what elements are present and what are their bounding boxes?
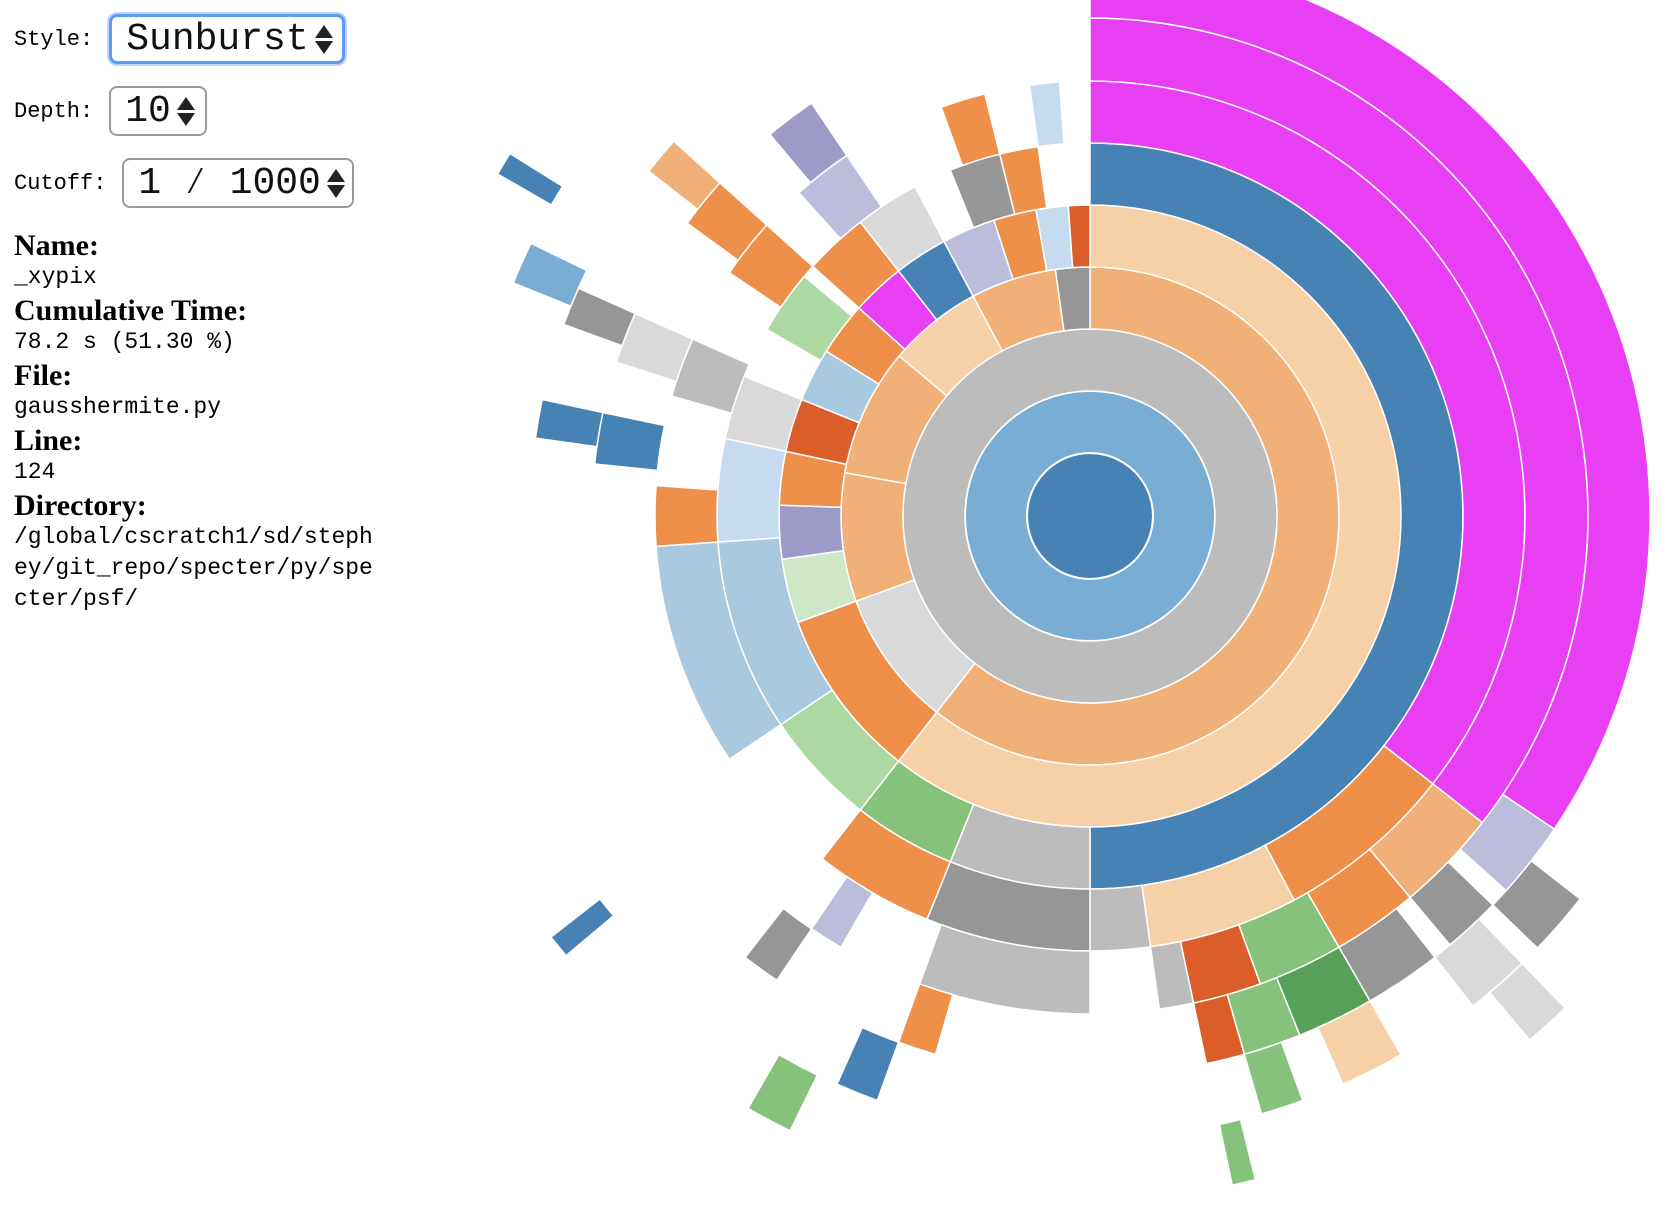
sunburst-segment[interactable]: [654, 484, 719, 548]
cutoff-label: Cutoff:: [14, 170, 107, 196]
sunburst-segment[interactable]: [1491, 859, 1582, 950]
sunburst-segment[interactable]: [1089, 884, 1152, 952]
sunburst-segment[interactable]: [778, 504, 845, 561]
name-label: Name:: [14, 229, 99, 262]
cutoff-row: Cutoff: 1 ⁄ 1000: [14, 158, 394, 208]
sunburst-segment[interactable]: [821, 808, 952, 921]
style-row: Style: Sunburst: [14, 14, 394, 64]
sunburst-segment[interactable]: [1316, 999, 1403, 1086]
sunburst-segment[interactable]: [768, 102, 848, 184]
sunburst-segment[interactable]: [1028, 81, 1065, 148]
sunburst-segment[interactable]: [746, 1053, 819, 1132]
depth-label: Depth:: [14, 98, 94, 124]
sunburst-segment[interactable]: [840, 471, 916, 603]
line-value: 124: [14, 459, 56, 485]
depth-row: Depth: 10: [14, 86, 394, 136]
profile-sidebar: Style: Sunburst Depth: 10 Cutoff: 1 ⁄ 10…: [14, 14, 394, 617]
sunburst-segment[interactable]: [512, 242, 588, 308]
sunburst-segment[interactable]: [836, 1026, 900, 1102]
style-select[interactable]: Sunburst: [109, 14, 346, 64]
sunburst-segment[interactable]: [1459, 793, 1556, 892]
sunburst-segment[interactable]: [1218, 1118, 1257, 1186]
directory-label: Directory:: [14, 489, 147, 522]
depth-select-spinner-icon: [176, 96, 195, 126]
sunburst-segment[interactable]: [724, 375, 803, 453]
file-label: File:: [14, 359, 73, 392]
sunburst-segment[interactable]: [1149, 940, 1195, 1010]
depth-select[interactable]: 10: [109, 86, 208, 136]
sunburst-segment[interactable]: [1243, 1041, 1304, 1115]
sunburst-segment[interactable]: [918, 923, 1091, 1015]
sunburst-segment[interactable]: [897, 983, 954, 1056]
style-select-value: Sunburst: [126, 17, 309, 61]
sunburst-segment[interactable]: [1067, 204, 1091, 269]
sunburst-segment[interactable]: [940, 93, 1001, 167]
name-value: _xypix: [14, 264, 97, 290]
directory-value: /global/cscratch1/sd/stephey/git_repo/sp…: [14, 524, 373, 612]
depth-select-value: 10: [125, 89, 171, 133]
sunburst-segment[interactable]: [998, 145, 1048, 216]
cutoff-select-value: 1 ⁄ 1000: [138, 161, 321, 205]
sunburst-segment[interactable]: [647, 140, 721, 211]
cumulative-time-value: 78.2 s (51.30 %): [14, 329, 235, 355]
sunburst-segment[interactable]: [562, 287, 637, 347]
sunburst-segment[interactable]: [810, 875, 874, 949]
sunburst-segment[interactable]: [496, 152, 564, 207]
cutoff-select-spinner-icon: [326, 168, 345, 198]
cumulative-time-label: Cumulative Time:: [14, 294, 248, 327]
line-label: Line:: [14, 424, 83, 457]
sunburst-segment[interactable]: [1089, 0, 1651, 831]
sunburst-segment[interactable]: [1192, 993, 1246, 1065]
sunburst-segment[interactable]: [716, 437, 787, 543]
style-select-spinner-icon: [314, 24, 333, 54]
function-info: Name: _xypix Cumulative Time: 78.2 s (51…: [14, 230, 394, 615]
cutoff-select[interactable]: 1 ⁄ 1000: [122, 158, 355, 208]
file-value: gausshermite.py: [14, 394, 222, 420]
sunburst-segment[interactable]: [549, 897, 615, 957]
sunburst-segment[interactable]: [744, 907, 813, 982]
sunburst-segment[interactable]: [1488, 962, 1567, 1042]
sunburst-arcs[interactable]: [496, 0, 1651, 1186]
sunburst-segment[interactable]: [534, 398, 604, 448]
style-label: Style:: [14, 26, 94, 52]
sunburst-segment[interactable]: [593, 411, 666, 472]
